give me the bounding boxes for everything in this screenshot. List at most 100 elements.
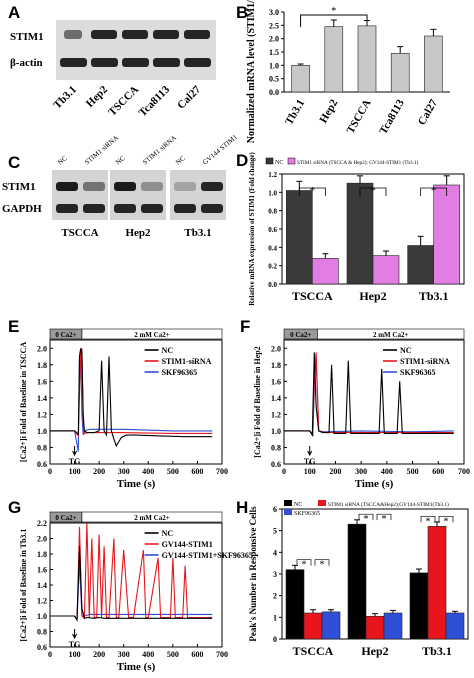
- y-tick-label: 1.0: [268, 189, 277, 197]
- legend-label-1: STIM1-siRNA: [162, 357, 212, 366]
- y-axis-label: [Ca2+]i Fold of Baseline in TSCCA: [19, 342, 28, 462]
- x-tick-label: 200: [329, 467, 341, 476]
- x-tick-label: TSCCA: [345, 97, 374, 135]
- significance-star: *: [320, 560, 325, 571]
- series-line-0: [50, 546, 213, 622]
- chart-d: 0.0 0.2 0.4 0.6 0.8 1.0 1.2 Relative mRNA expre…: [248, 152, 465, 306]
- panel-label-f: F: [240, 317, 251, 336]
- bar: [347, 523, 367, 640]
- x-axis-label: Time (s): [117, 478, 156, 490]
- x-tick-label: 0: [48, 650, 52, 659]
- bar: [357, 25, 377, 93]
- chart-e: 0.6 0.8 1.0 1.2 1.4 1.6 1.8 2.0 0 100 200 300 400 500…: [19, 328, 228, 490]
- blot-a-row-stim1: STIM1: [10, 31, 44, 43]
- blot-group-label: Hep2: [125, 227, 151, 239]
- legend-label-nc: NC: [275, 160, 283, 166]
- y-tick-label: 1.2: [37, 410, 47, 419]
- legend-swatch-treated: [287, 157, 296, 165]
- x-tick-label: 600: [432, 467, 444, 476]
- significance-star: *: [364, 514, 369, 525]
- panel-b: B 0.0 0.5 1.0 1.5 2.0 2.5 3.0 Normalized mRNA l…: [232, 0, 474, 143]
- bar: [383, 612, 403, 640]
- bar: [321, 611, 341, 640]
- significance-star: *: [302, 560, 307, 571]
- x-tick-label: Hep2: [361, 644, 388, 658]
- y-tick-label: 1.2: [268, 171, 277, 179]
- x-tick-label: 600: [191, 467, 203, 476]
- y-tick-label: 1.0: [37, 612, 47, 621]
- y-tick-label: 1.8: [271, 361, 281, 370]
- significance-star: *: [310, 185, 316, 197]
- panel-label-d: D: [236, 151, 249, 170]
- panel-g: G 0.6 0.8 1.0 1.2 1.4 1.6 1.8 2.0 2.2 0 100 200 300 4…: [0, 495, 253, 678]
- series-line-1: [50, 348, 213, 438]
- condition-bar-ca: [81, 328, 223, 340]
- y-tick-label: 2.5: [269, 21, 279, 30]
- significance-bracket: [296, 559, 312, 566]
- tg-label: TG: [304, 457, 316, 466]
- blot-band: [83, 182, 105, 191]
- y-tick-label: 2.0: [37, 535, 47, 544]
- y-axis-label: Normalized mRNA level (STIM1/GAPDH): [246, 0, 257, 143]
- panel-a: A STIM1 β-actin Tb3.1 Hep2 TSCCA Tca8113 Cal…: [0, 0, 232, 132]
- x-axis-label: Time (s): [355, 478, 394, 490]
- x-tick-label: 500: [167, 650, 179, 659]
- x-tick-label: 600: [191, 650, 203, 659]
- x-tick-label: 700: [458, 467, 470, 476]
- series-line-2: [50, 349, 213, 452]
- significance-bracket: [376, 513, 392, 521]
- x-tick-label: Tb3.1: [422, 644, 452, 658]
- legend-label-1: GV144-STIM1: [162, 540, 213, 549]
- series-line-1: [50, 522, 213, 622]
- legend-swatch-nc: [284, 500, 292, 506]
- panel-label-g: G: [8, 498, 22, 517]
- condition-label-zero-ca: 0 Ca2+: [55, 514, 76, 522]
- blot-lane-label: Cal27: [175, 83, 203, 111]
- legend-label-treated: STIM1 siRNA (TSCCA&Hep2);GV144-STIM1(Tb3…: [328, 501, 449, 508]
- x-tick-label: 700: [216, 650, 228, 659]
- y-tick-label: 2: [273, 592, 277, 601]
- bar: [312, 258, 339, 285]
- x-tick-label: 0: [48, 467, 52, 476]
- blot-band: [184, 30, 210, 39]
- y-axis-label: [Ca2+]i Fold of Baseline in Hep2: [253, 346, 262, 457]
- y-tick-label: 1.6: [37, 566, 47, 575]
- blot-band: [174, 182, 196, 191]
- condition-label-ca: 2 mM Ca2+: [134, 331, 169, 339]
- significance-bracket: [314, 559, 330, 566]
- x-tick-label: 100: [304, 467, 316, 476]
- y-tick-label: 1: [273, 613, 277, 622]
- x-tick-label: Hep2: [359, 289, 386, 303]
- significance-bracket: [420, 187, 448, 196]
- x-axis-label: Time (s): [117, 661, 156, 673]
- blot-band: [153, 58, 180, 67]
- x-tick-label: 400: [142, 650, 154, 659]
- blot-band: [122, 58, 149, 67]
- blot-lane-label: TSCCA: [106, 84, 141, 119]
- blot-group-label: TSCCA: [61, 227, 98, 239]
- x-tick-label: 400: [381, 467, 393, 476]
- y-tick-label: 1.8: [37, 550, 47, 559]
- x-tick-label: 100: [69, 650, 81, 659]
- plot-frame: [283, 339, 465, 465]
- blot-band: [64, 30, 82, 39]
- bar: [409, 572, 429, 640]
- y-tick-label: 0.6: [37, 460, 47, 469]
- bar: [285, 569, 305, 640]
- condition-bar-ca: [81, 511, 223, 523]
- significance-bracket: [359, 187, 387, 196]
- blot-band: [114, 182, 136, 191]
- y-tick-label: 0.8: [271, 443, 281, 452]
- legend-swatch-skf: [284, 509, 292, 515]
- blot-band: [184, 58, 211, 67]
- bar: [303, 612, 323, 640]
- y-tick-label: 0.8: [37, 443, 47, 452]
- y-tick-label: 1.8: [37, 361, 47, 370]
- blot-band: [114, 204, 136, 213]
- x-tick-label: 0: [282, 467, 286, 476]
- significance-star: *: [426, 516, 431, 527]
- x-tick-label: 100: [69, 467, 81, 476]
- legend-swatch-nc: [265, 157, 274, 165]
